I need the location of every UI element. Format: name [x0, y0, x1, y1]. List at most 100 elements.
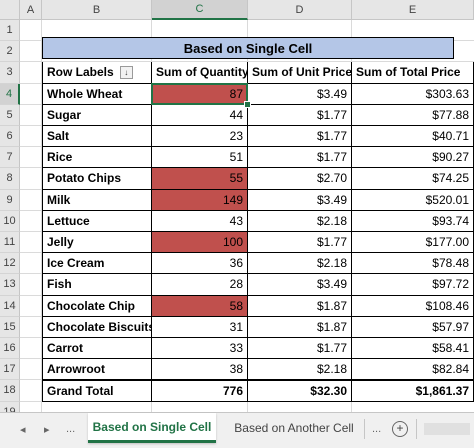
quantity-cell[interactable]: 58 — [152, 295, 248, 317]
row-label-cell[interactable]: Ice Cream — [42, 253, 152, 275]
unit-price-cell[interactable]: $3.49 — [248, 189, 352, 211]
row-label-cell[interactable]: Lettuce — [42, 210, 152, 232]
quantity-cell[interactable]: 100 — [152, 232, 248, 254]
row-header-16[interactable]: 16 — [0, 338, 20, 360]
unit-price-cell[interactable]: $3.49 — [248, 83, 352, 105]
total-price-cell[interactable]: $40.71 — [352, 126, 474, 148]
grand-total-label[interactable]: Grand Total — [42, 380, 152, 402]
sum-of-total-price-header[interactable]: Sum of Total Price — [352, 62, 474, 84]
total-price-cell[interactable]: $303.63 — [352, 83, 474, 105]
row-label-cell[interactable]: Arrowroot — [42, 359, 152, 381]
row-header-3[interactable]: 3 — [0, 62, 20, 84]
total-price-cell[interactable]: $93.74 — [352, 210, 474, 232]
row-header-4[interactable]: 4 — [0, 83, 20, 105]
more-tabs-left[interactable]: ... — [66, 423, 76, 435]
row-header-2[interactable]: 2 — [0, 41, 20, 63]
unit-price-cell[interactable]: $2.18 — [248, 359, 352, 381]
row-label-cell[interactable]: Chocolate Biscuits — [42, 316, 152, 338]
unit-price-cell[interactable]: $2.18 — [248, 210, 352, 232]
sum-of-unit-price-header[interactable]: Sum of Unit Price — [248, 62, 352, 84]
row-label-cell[interactable]: Salt — [42, 126, 152, 148]
column-header-e[interactable]: E — [352, 0, 474, 20]
total-price-cell[interactable]: $58.41 — [352, 338, 474, 360]
row-header-8[interactable]: 8 — [0, 168, 20, 190]
quantity-cell[interactable]: 43 — [152, 210, 248, 232]
tab-based-on-another-cell[interactable]: Based on Another Cell — [234, 421, 354, 435]
row-label-cell[interactable]: Potato Chips — [42, 168, 152, 190]
unit-price-cell[interactable]: $1.77 — [248, 338, 352, 360]
unit-price-cell[interactable]: $1.87 — [248, 316, 352, 338]
row-header-6[interactable]: 6 — [0, 126, 20, 148]
unit-price-cell[interactable]: $1.77 — [248, 232, 352, 254]
row-header-7[interactable]: 7 — [0, 147, 20, 169]
row-label-cell[interactable]: Carrot — [42, 338, 152, 360]
row-label-cell[interactable]: Rice — [42, 147, 152, 169]
total-price-cell[interactable]: $74.25 — [352, 168, 474, 190]
row-label-cell[interactable]: Milk — [42, 189, 152, 211]
unit-price-cell[interactable]: $2.70 — [248, 168, 352, 190]
total-price-cell[interactable]: $90.27 — [352, 147, 474, 169]
total-price-cell[interactable]: $177.00 — [352, 232, 474, 254]
horizontal-scrollbar[interactable] — [424, 423, 470, 435]
row-header-18[interactable]: 18 — [0, 380, 20, 402]
quantity-cell[interactable]: 36 — [152, 253, 248, 275]
total-price-cell[interactable]: $108.46 — [352, 295, 474, 317]
row-labels-header[interactable]: Row Labels ↓ — [42, 62, 152, 84]
row-header-17[interactable]: 17 — [0, 359, 20, 381]
row-header-19[interactable]: 19 — [0, 401, 20, 412]
row-header-14[interactable]: 14 — [0, 295, 20, 317]
add-sheet-button[interactable]: + — [392, 421, 408, 437]
quantity-cell[interactable]: 51 — [152, 147, 248, 169]
unit-price-cell[interactable]: $2.18 — [248, 253, 352, 275]
unit-price-cell[interactable]: $1.77 — [248, 104, 352, 126]
row-header-12[interactable]: 12 — [0, 253, 20, 275]
filter-dropdown-icon[interactable]: ↓ — [119, 65, 133, 79]
unit-price-cell[interactable]: $1.77 — [248, 126, 352, 148]
quantity-cell[interactable]: 44 — [152, 104, 248, 126]
quantity-cell[interactable]: 31 — [152, 316, 248, 338]
unit-price-cell[interactable]: $3.49 — [248, 274, 352, 296]
row-header-11[interactable]: 11 — [0, 232, 20, 254]
scroll-tabs-right-icon[interactable]: ▸ — [44, 424, 50, 436]
quantity-cell[interactable]: 33 — [152, 338, 248, 360]
row-label-cell[interactable]: Fish — [42, 274, 152, 296]
total-price-cell[interactable]: $77.88 — [352, 104, 474, 126]
grand-total-quantity[interactable]: 776 — [152, 380, 248, 402]
select-all-corner[interactable] — [0, 0, 20, 20]
column-header-d[interactable]: D — [248, 0, 352, 20]
column-header-b[interactable]: B — [42, 0, 152, 20]
total-price-cell[interactable]: $97.72 — [352, 274, 474, 296]
row-header-1[interactable]: 1 — [0, 20, 20, 42]
row-header-15[interactable]: 15 — [0, 316, 20, 338]
grand-total-unit-price[interactable]: $32.30 — [248, 380, 352, 402]
total-price-cell[interactable]: $57.97 — [352, 316, 474, 338]
quantity-cell[interactable]: 23 — [152, 126, 248, 148]
more-tabs-right[interactable]: ... — [372, 423, 382, 435]
total-price-cell[interactable]: $78.48 — [352, 253, 474, 275]
row-label-cell[interactable]: Sugar — [42, 104, 152, 126]
column-header-c[interactable]: C — [152, 0, 248, 20]
column-header-a[interactable]: A — [20, 0, 42, 20]
grand-total-total-price[interactable]: $1,861.37 — [352, 380, 474, 402]
quantity-cell[interactable]: 55 — [152, 168, 248, 190]
row-header-10[interactable]: 10 — [0, 210, 20, 232]
row-header-9[interactable]: 9 — [0, 189, 20, 211]
row-header-13[interactable]: 13 — [0, 274, 20, 296]
quantity-cell[interactable]: 87 — [152, 83, 248, 105]
unit-price-cell[interactable]: $1.87 — [248, 295, 352, 317]
fill-handle[interactable] — [244, 100, 251, 108]
row-label-cell[interactable]: Jelly — [42, 232, 152, 254]
sum-of-quantity-header[interactable]: Sum of Quantity — [152, 62, 248, 84]
tab-based-on-single-cell[interactable]: Based on Single Cell — [88, 413, 216, 443]
quantity-cell[interactable]: 28 — [152, 274, 248, 296]
unit-price-cell[interactable]: $1.77 — [248, 147, 352, 169]
row-label-cell[interactable]: Chocolate Chip — [42, 295, 152, 317]
quantity-cell[interactable]: 38 — [152, 359, 248, 381]
row-label-cell[interactable]: Whole Wheat — [42, 83, 152, 105]
scroll-tabs-left-icon[interactable]: ◂ — [20, 424, 26, 436]
quantity-cell[interactable]: 149 — [152, 189, 248, 211]
spreadsheet-grid[interactable]: A B C D E 1 2 3 4 5 6 7 8 9 10 11 12 13 14 15 16 17 18 19 Based … — [0, 0, 474, 412]
total-price-cell[interactable]: $82.84 — [352, 359, 474, 381]
total-price-cell[interactable]: $520.01 — [352, 189, 474, 211]
row-header-5[interactable]: 5 — [0, 104, 20, 126]
